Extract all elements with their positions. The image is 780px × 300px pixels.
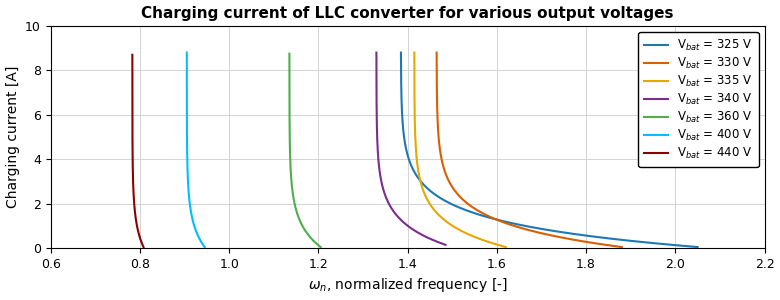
V$_{bat}$ = 440 V bbox=[128, 167, 137, 171]
X-axis label: $\omega_n$, normalized frequency [-]: $\omega_n$, normalized frequency [-] bbox=[308, 276, 508, 294]
Line: V$_{bat}$ = 400 V: V$_{bat}$ = 400 V bbox=[186, 52, 204, 247]
V$_{bat}$ = 440 V bbox=[128, 157, 137, 160]
V$_{bat}$ = 335 V bbox=[485, 241, 495, 244]
V$_{bat}$ = 340 V bbox=[388, 208, 397, 212]
Line: V$_{bat}$ = 335 V: V$_{bat}$ = 335 V bbox=[414, 52, 505, 247]
V$_{bat}$ = 335 V bbox=[413, 167, 423, 170]
V$_{bat}$ = 440 V bbox=[128, 144, 137, 148]
V$_{bat}$ = 340 V bbox=[373, 142, 382, 146]
V$_{bat}$ = 335 V bbox=[410, 51, 419, 54]
Legend: V$_{bat}$ = 325 V, V$_{bat}$ = 330 V, V$_{bat}$ = 335 V, V$_{bat}$ = 340 V, V$_{: V$_{bat}$ = 325 V, V$_{bat}$ = 330 V, V$… bbox=[638, 32, 759, 167]
V$_{bat}$ = 340 V bbox=[374, 165, 384, 169]
V$_{bat}$ = 335 V bbox=[411, 144, 420, 148]
V$_{bat}$ = 330 V bbox=[437, 156, 446, 160]
V$_{bat}$ = 400 V bbox=[183, 156, 192, 160]
V$_{bat}$ = 440 V bbox=[136, 241, 146, 244]
V$_{bat}$ = 340 V bbox=[373, 143, 382, 147]
V$_{bat}$ = 330 V bbox=[476, 210, 485, 214]
V$_{bat}$ = 400 V bbox=[186, 210, 196, 214]
V$_{bat}$ = 325 V bbox=[401, 144, 410, 148]
V$_{bat}$ = 400 V bbox=[183, 167, 192, 170]
V$_{bat}$ = 325 V bbox=[408, 167, 417, 170]
V$_{bat}$ = 325 V bbox=[404, 156, 413, 160]
V$_{bat}$ = 360 V bbox=[285, 144, 295, 147]
Y-axis label: Charging current [A]: Charging current [A] bbox=[5, 66, 20, 208]
Title: Charging current of LLC converter for various output voltages: Charging current of LLC converter for va… bbox=[141, 6, 674, 21]
Line: V$_{bat}$ = 360 V: V$_{bat}$ = 360 V bbox=[289, 54, 321, 247]
V$_{bat}$ = 440 V bbox=[128, 53, 137, 57]
V$_{bat}$ = 325 V bbox=[466, 210, 476, 214]
Line: V$_{bat}$ = 330 V: V$_{bat}$ = 330 V bbox=[437, 52, 622, 247]
V$_{bat}$ = 330 V bbox=[439, 167, 448, 170]
V$_{bat}$ = 400 V bbox=[183, 144, 192, 148]
V$_{bat}$ = 340 V bbox=[441, 243, 450, 247]
V$_{bat}$ = 400 V bbox=[182, 51, 191, 54]
V$_{bat}$ = 360 V bbox=[316, 245, 325, 249]
V$_{bat}$ = 340 V bbox=[429, 238, 438, 242]
V$_{bat}$ = 335 V bbox=[412, 156, 421, 160]
V$_{bat}$ = 360 V bbox=[285, 157, 295, 160]
V$_{bat}$ = 360 V bbox=[285, 52, 294, 56]
V$_{bat}$ = 400 V bbox=[197, 241, 206, 244]
V$_{bat}$ = 360 V bbox=[285, 145, 295, 148]
Line: V$_{bat}$ = 325 V: V$_{bat}$ = 325 V bbox=[401, 52, 697, 247]
V$_{bat}$ = 330 V bbox=[432, 51, 441, 54]
V$_{bat}$ = 440 V bbox=[139, 245, 148, 249]
V$_{bat}$ = 335 V bbox=[411, 143, 420, 147]
V$_{bat}$ = 330 V bbox=[617, 245, 626, 249]
V$_{bat}$ = 360 V bbox=[286, 167, 296, 171]
V$_{bat}$ = 330 V bbox=[434, 143, 444, 147]
V$_{bat}$ = 325 V bbox=[401, 143, 410, 147]
V$_{bat}$ = 340 V bbox=[374, 155, 383, 158]
V$_{bat}$ = 325 V bbox=[641, 241, 651, 244]
V$_{bat}$ = 335 V bbox=[501, 245, 510, 249]
V$_{bat}$ = 325 V bbox=[693, 245, 702, 249]
V$_{bat}$ = 340 V bbox=[372, 51, 381, 54]
V$_{bat}$ = 330 V bbox=[585, 241, 594, 244]
V$_{bat}$ = 400 V bbox=[200, 245, 209, 249]
Line: V$_{bat}$ = 440 V: V$_{bat}$ = 440 V bbox=[133, 55, 144, 247]
V$_{bat}$ = 440 V bbox=[130, 211, 140, 214]
V$_{bat}$ = 400 V bbox=[183, 143, 192, 147]
V$_{bat}$ = 330 V bbox=[434, 144, 444, 148]
V$_{bat}$ = 360 V bbox=[310, 241, 320, 244]
V$_{bat}$ = 440 V bbox=[128, 146, 137, 149]
Line: V$_{bat}$ = 340 V: V$_{bat}$ = 340 V bbox=[377, 52, 445, 245]
V$_{bat}$ = 360 V bbox=[292, 210, 301, 214]
V$_{bat}$ = 335 V bbox=[431, 210, 441, 214]
V$_{bat}$ = 325 V bbox=[396, 51, 406, 54]
